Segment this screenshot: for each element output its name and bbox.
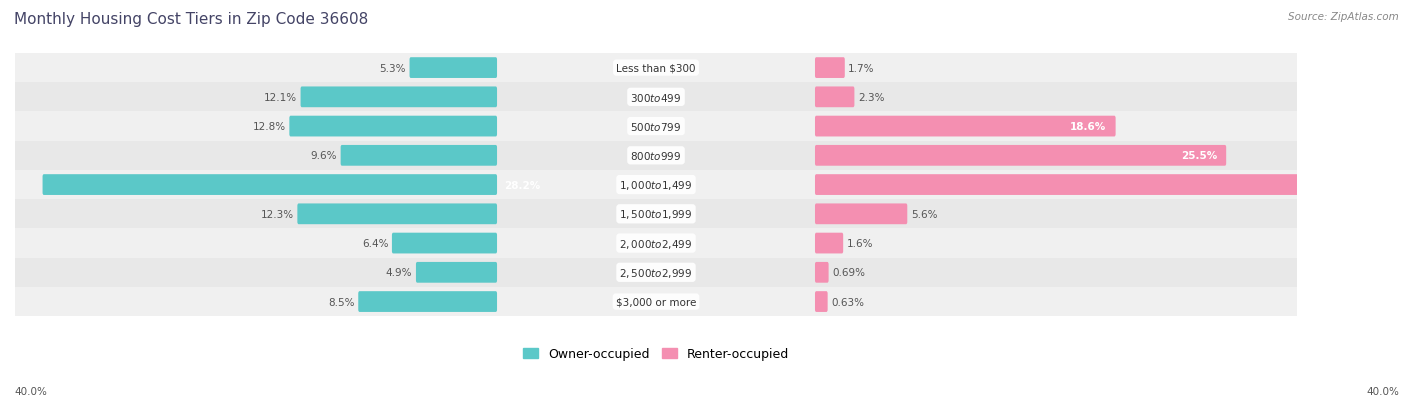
Text: 12.3%: 12.3% xyxy=(260,209,294,219)
Text: $3,000 or more: $3,000 or more xyxy=(616,297,696,307)
Text: Monthly Housing Cost Tiers in Zip Code 36608: Monthly Housing Cost Tiers in Zip Code 3… xyxy=(14,12,368,27)
Text: 2.3%: 2.3% xyxy=(858,93,884,102)
FancyBboxPatch shape xyxy=(15,112,1296,141)
Text: $500 to $799: $500 to $799 xyxy=(630,121,682,133)
Text: 1.7%: 1.7% xyxy=(848,64,875,74)
FancyBboxPatch shape xyxy=(290,116,498,137)
FancyBboxPatch shape xyxy=(15,200,1296,229)
Text: $2,500 to $2,999: $2,500 to $2,999 xyxy=(620,266,693,279)
Text: 4.9%: 4.9% xyxy=(385,268,412,278)
Text: 9.6%: 9.6% xyxy=(311,151,337,161)
Text: 8.5%: 8.5% xyxy=(328,297,354,307)
FancyBboxPatch shape xyxy=(297,204,498,225)
Text: 5.3%: 5.3% xyxy=(380,64,406,74)
Text: 1.6%: 1.6% xyxy=(846,238,873,249)
FancyBboxPatch shape xyxy=(15,287,1296,316)
FancyBboxPatch shape xyxy=(15,258,1296,287)
FancyBboxPatch shape xyxy=(15,83,1296,112)
Text: $800 to $999: $800 to $999 xyxy=(630,150,682,162)
FancyBboxPatch shape xyxy=(815,292,828,312)
Text: Less than $300: Less than $300 xyxy=(616,64,696,74)
FancyBboxPatch shape xyxy=(42,175,498,195)
Text: 37.4%: 37.4% xyxy=(1371,180,1406,190)
FancyBboxPatch shape xyxy=(815,233,844,254)
FancyBboxPatch shape xyxy=(815,175,1406,195)
Text: 12.8%: 12.8% xyxy=(253,122,285,132)
Text: 40.0%: 40.0% xyxy=(1367,387,1399,396)
Text: 18.6%: 18.6% xyxy=(1070,122,1107,132)
Text: 25.5%: 25.5% xyxy=(1181,151,1216,161)
Text: 12.1%: 12.1% xyxy=(264,93,297,102)
FancyBboxPatch shape xyxy=(416,262,498,283)
Text: $1,000 to $1,499: $1,000 to $1,499 xyxy=(620,179,693,192)
FancyBboxPatch shape xyxy=(340,146,498,166)
FancyBboxPatch shape xyxy=(392,233,498,254)
Text: $1,500 to $1,999: $1,500 to $1,999 xyxy=(620,208,693,221)
FancyBboxPatch shape xyxy=(815,58,845,79)
Text: 6.4%: 6.4% xyxy=(361,238,388,249)
Text: Source: ZipAtlas.com: Source: ZipAtlas.com xyxy=(1288,12,1399,22)
FancyBboxPatch shape xyxy=(15,54,1296,83)
FancyBboxPatch shape xyxy=(15,171,1296,200)
Legend: Owner-occupied, Renter-occupied: Owner-occupied, Renter-occupied xyxy=(517,342,794,366)
Text: $300 to $499: $300 to $499 xyxy=(630,92,682,104)
FancyBboxPatch shape xyxy=(815,204,907,225)
FancyBboxPatch shape xyxy=(15,229,1296,258)
Text: 40.0%: 40.0% xyxy=(14,387,46,396)
Text: 5.6%: 5.6% xyxy=(911,209,938,219)
FancyBboxPatch shape xyxy=(15,141,1296,171)
FancyBboxPatch shape xyxy=(815,87,855,108)
FancyBboxPatch shape xyxy=(301,87,498,108)
FancyBboxPatch shape xyxy=(815,116,1115,137)
FancyBboxPatch shape xyxy=(409,58,498,79)
FancyBboxPatch shape xyxy=(815,262,828,283)
Text: 0.69%: 0.69% xyxy=(832,268,865,278)
FancyBboxPatch shape xyxy=(359,292,498,312)
Text: 0.63%: 0.63% xyxy=(831,297,865,307)
Text: $2,000 to $2,499: $2,000 to $2,499 xyxy=(620,237,693,250)
FancyBboxPatch shape xyxy=(815,146,1226,166)
Text: 28.2%: 28.2% xyxy=(503,180,540,190)
